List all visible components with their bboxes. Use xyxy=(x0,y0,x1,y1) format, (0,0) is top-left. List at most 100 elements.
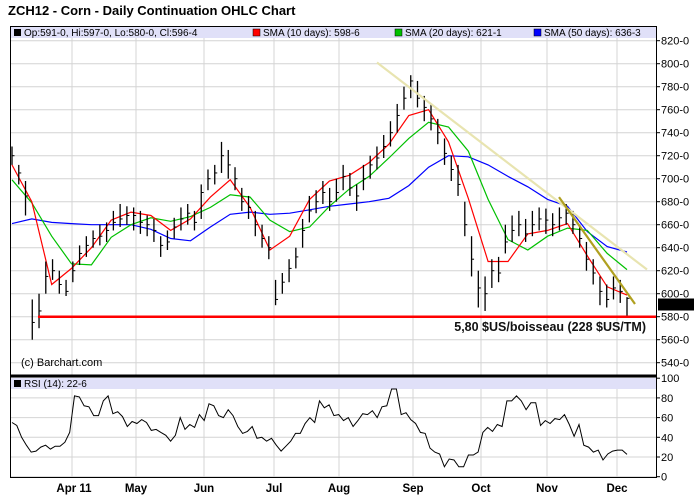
ohlc-bar xyxy=(396,103,400,133)
x-tick-label: Oct xyxy=(471,483,490,495)
rsi-tick-label: 60 xyxy=(661,413,673,425)
ohlc-bar xyxy=(403,86,407,110)
ohlc-bar xyxy=(626,297,630,317)
ohlc-bar xyxy=(477,270,481,308)
ohlc-bar xyxy=(322,181,326,204)
ohlc-bar xyxy=(538,207,542,231)
price-tick-label: 540-0 xyxy=(661,358,689,370)
rsi-tick-label: 80 xyxy=(661,393,673,405)
ohlc-bar xyxy=(606,284,610,308)
copyright: (c) Barchart.com xyxy=(21,357,102,369)
sma10-line xyxy=(11,108,628,296)
ohlc-bar xyxy=(511,215,515,242)
rsi-plot xyxy=(11,388,628,468)
ohlc-bar xyxy=(166,230,170,250)
rsi-panel-frame xyxy=(10,376,657,478)
price-tick-label: 780-0 xyxy=(661,82,689,94)
ohlc-bar xyxy=(105,222,110,242)
ohlc-legend-text: Op:591-0, Hi:597-0, Lo:580-0, Cl:596-4 xyxy=(24,28,198,39)
ohlc-bar xyxy=(92,230,96,248)
ohlc-bar xyxy=(531,210,535,237)
ohlc-bar xyxy=(315,190,319,214)
ohlc-bar xyxy=(349,172,353,196)
ohlc-bar xyxy=(457,164,461,196)
rsi-tick-label: 20 xyxy=(661,452,673,464)
rsi-line xyxy=(11,388,628,468)
support-annotation: 5,80 $US/boisseau (228 $US/TM) xyxy=(454,320,646,334)
ohlc-bar xyxy=(72,261,76,283)
ohlc-bar xyxy=(524,218,529,242)
rsi-legend-text: RSI (14): 22-6 xyxy=(24,379,87,390)
ohlc-bar xyxy=(254,210,258,237)
ohlc-bar xyxy=(612,276,616,300)
ohlc-bar xyxy=(389,121,393,147)
x-tick-label: Sep xyxy=(402,483,423,495)
x-tick-label: Nov xyxy=(536,483,558,495)
ohlc-bar xyxy=(342,164,346,191)
rsi-tick-label: 100 xyxy=(661,373,679,385)
ohlc-bar xyxy=(552,213,556,237)
x-axis: Apr 11 May Jun Jul Aug Sep Oct Nov Dec xyxy=(56,483,628,495)
price-tick-label: 720-0 xyxy=(661,151,689,163)
ohlc-bar xyxy=(220,141,225,173)
ohlc-bar xyxy=(112,210,116,231)
ohlc-bar xyxy=(585,241,589,271)
price-tick-label: 600-0 xyxy=(661,289,689,301)
ohlc-bar xyxy=(18,164,22,185)
ohlc-bar xyxy=(200,184,204,219)
ohlc-bar xyxy=(126,206,130,225)
price-tick-label: 760-0 xyxy=(661,105,689,117)
ohlc-bar xyxy=(443,138,448,165)
ohlc-bar xyxy=(572,210,576,234)
ohlc-bar xyxy=(31,299,35,340)
ohlc-bar xyxy=(234,167,238,191)
price-tick-label: 560-0 xyxy=(661,335,689,347)
ohlc-bar xyxy=(308,195,312,223)
trendline-long xyxy=(376,61,648,271)
ohlc-bar xyxy=(173,217,177,239)
ohlc-bar xyxy=(356,184,360,211)
ohlc-bar xyxy=(268,236,272,260)
ohlc-bar xyxy=(45,261,49,294)
ohlc-bar xyxy=(410,75,414,99)
price-tick-label: 820-0 xyxy=(661,36,689,48)
sma20-line xyxy=(11,121,628,271)
ohlc-bar xyxy=(281,273,285,294)
axes: 540-0 560-0 580-0 600-0 620-0 640-0 660-0 680-0… xyxy=(656,36,694,484)
rsi-tick-label: 0 xyxy=(661,472,667,484)
ohlc-bar xyxy=(11,146,15,165)
ohlc-bar xyxy=(146,215,150,237)
price-tick-label: 620-0 xyxy=(661,266,689,278)
x-tick-label: Jul xyxy=(266,483,283,495)
ohlc-bar xyxy=(99,224,103,246)
sma20-legend-swatch xyxy=(394,28,403,37)
ohlc-bar xyxy=(430,103,434,131)
last-price-tag xyxy=(658,298,694,311)
ohlc-bar xyxy=(504,224,508,254)
ohlc-bar xyxy=(227,149,231,179)
x-tick-label: May xyxy=(125,483,148,495)
ohlc-bar xyxy=(545,208,549,234)
ohlc-bar xyxy=(470,236,475,277)
rsi-legend-bar xyxy=(11,378,656,389)
sma10-legend-text: SMA (10 days): 598-6 xyxy=(263,28,360,39)
ohlc-bar xyxy=(160,236,164,257)
ohlc-bar xyxy=(78,245,83,265)
x-tick-label: Dec xyxy=(606,483,628,495)
ohlc-bar xyxy=(579,224,583,248)
ohlc-bar xyxy=(132,207,137,231)
x-tick-label: Apr 11 xyxy=(56,483,92,495)
x-tick-label: Aug xyxy=(328,483,350,495)
price-tick-label: 700-0 xyxy=(661,174,689,186)
ohlc-bar xyxy=(139,210,143,234)
price-tick-label: 660-0 xyxy=(661,220,689,232)
ohlc-bar xyxy=(119,204,123,227)
ohlc-bar xyxy=(464,201,468,237)
ohlc-bar xyxy=(383,135,387,158)
ohlc-bar xyxy=(38,293,42,329)
sma50-line xyxy=(11,155,628,253)
price-tick-label: 640-0 xyxy=(661,243,689,255)
ohlc-bar xyxy=(497,256,502,283)
ohlc-bar xyxy=(85,236,89,257)
